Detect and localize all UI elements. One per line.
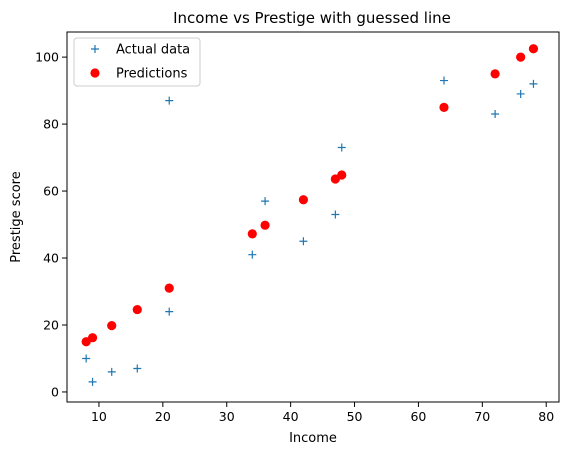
actual-data-point <box>331 210 340 219</box>
actual-data-point <box>107 367 116 376</box>
prediction-point <box>298 195 309 205</box>
actual-data-point <box>165 96 174 105</box>
actual-data-point <box>439 76 448 85</box>
y-tick-label: 100 <box>35 50 59 65</box>
legend: Actual data Predictions <box>73 37 201 87</box>
x-tick-label: 60 <box>410 409 426 424</box>
plot-area-frame <box>66 31 560 403</box>
y-axis-label: Prestige score <box>9 171 24 262</box>
chart-title: Income vs Prestige with guessed line <box>173 9 451 27</box>
x-axis: 10 20 30 40 50 60 70 80 <box>91 402 554 424</box>
x-tick-label: 80 <box>538 409 554 424</box>
prediction-point <box>337 170 347 180</box>
legend-marker-predictions <box>90 68 100 78</box>
prediction-point <box>107 321 117 331</box>
legend-label-actual: Actual data <box>116 43 190 58</box>
y-tick-label: 20 <box>43 317 59 332</box>
actual-data-point <box>261 197 270 206</box>
actual-data-point <box>88 377 97 386</box>
y-tick-label: 80 <box>43 117 59 132</box>
actual-data-point <box>516 89 525 98</box>
actual-data-point <box>248 250 257 259</box>
y-tick-label: 60 <box>43 184 59 199</box>
prediction-point <box>439 102 449 112</box>
actual-data-point <box>529 79 538 88</box>
prediction-point <box>260 220 270 230</box>
actual-data-point <box>82 354 91 363</box>
legend-box <box>73 37 201 87</box>
x-tick-label: 10 <box>91 409 107 424</box>
y-axis: 0 20 40 60 80 100 <box>35 50 67 399</box>
x-tick-label: 30 <box>219 409 235 424</box>
x-tick-label: 20 <box>155 409 171 424</box>
x-tick-label: 50 <box>347 409 363 424</box>
prediction-point <box>247 229 257 239</box>
actual-data-point <box>133 364 142 373</box>
x-axis-label: Income <box>289 431 337 446</box>
x-tick-label: 70 <box>474 409 490 424</box>
legend-label-predictions: Predictions <box>116 67 188 82</box>
prediction-point <box>528 44 539 54</box>
prediction-point <box>490 69 500 79</box>
actual-data-point <box>299 237 308 246</box>
y-tick-label: 40 <box>43 251 59 266</box>
actual-data-point <box>337 143 346 152</box>
legend-marker-actual <box>91 45 99 53</box>
prediction-point <box>87 333 98 343</box>
prediction-point <box>516 52 526 62</box>
actual-data-point <box>165 307 174 316</box>
actual-data-series <box>82 76 538 386</box>
prediction-point <box>164 283 174 293</box>
predictions-series <box>81 44 539 347</box>
y-tick-label: 0 <box>51 384 59 399</box>
prediction-point <box>132 304 142 315</box>
x-tick-label: 40 <box>283 409 299 424</box>
actual-data-point <box>491 110 500 119</box>
